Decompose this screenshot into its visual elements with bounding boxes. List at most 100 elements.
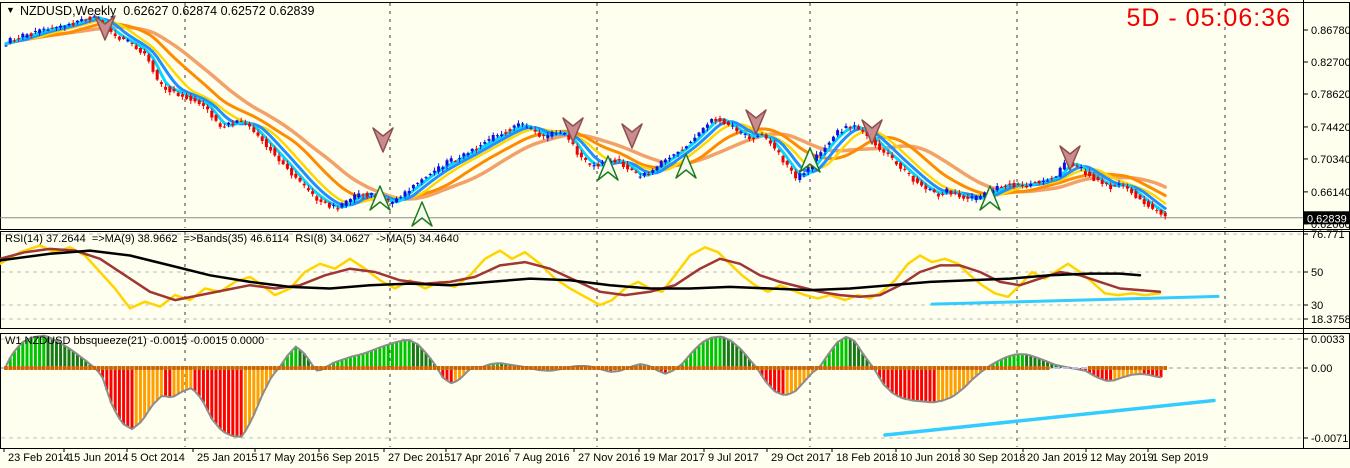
candle-body: [474, 148, 478, 150]
squeeze-histogram-bar: [235, 368, 239, 437]
candle-body: [773, 142, 777, 149]
squeeze-marker-dot: [890, 366, 894, 370]
squeeze-marker-dot: [1003, 366, 1008, 370]
symbol-dropdown-icon[interactable]: ▼: [6, 5, 15, 15]
squeeze-marker-dot: [756, 366, 760, 370]
candle-body: [151, 60, 155, 72]
candle-body: [348, 198, 352, 203]
squeeze-marker-dot: [550, 366, 554, 370]
squeeze-histogram-bar: [239, 368, 243, 437]
candle-body: [164, 86, 168, 90]
squeeze-histogram-bar: [264, 368, 268, 387]
squeeze-histogram-bar: [718, 336, 722, 368]
squeeze-histogram-bar: [218, 368, 222, 429]
squeeze-histogram-bar: [936, 368, 940, 402]
squeeze-histogram-bar: [705, 339, 709, 368]
candle-body: [260, 136, 264, 141]
candle-body: [760, 134, 764, 136]
candle-body: [214, 115, 218, 121]
candle-body: [231, 123, 235, 126]
squeeze-marker-dot: [260, 366, 264, 370]
squeeze-marker-dot: [592, 366, 596, 370]
squeeze-marker-dot: [172, 366, 176, 370]
candle-body: [1125, 186, 1129, 189]
squeeze-marker-dot: [940, 366, 945, 370]
squeeze-marker-dot: [294, 366, 298, 370]
candle-body: [995, 186, 999, 191]
candle-body: [663, 159, 667, 163]
squeeze-marker-dot: [747, 366, 752, 370]
squeeze-marker-dot: [1150, 366, 1155, 370]
squeeze-histogram-bar: [424, 353, 428, 368]
squeeze-marker-dot: [386, 366, 390, 370]
squeeze-marker-dot: [579, 366, 584, 370]
squeeze-histogram-bar: [231, 368, 235, 437]
candle-body: [1029, 183, 1033, 187]
candle-body: [281, 160, 285, 165]
squeeze-marker-dot: [781, 366, 785, 370]
squeeze-histogram-bar: [760, 368, 764, 376]
squeeze-marker-dot: [457, 366, 462, 370]
candle-body: [176, 92, 180, 96]
price-axis-label: 0.82700: [1311, 57, 1350, 69]
candle-body: [1096, 177, 1100, 181]
squeeze-marker-dot: [529, 366, 533, 370]
squeeze-marker-dot: [365, 366, 369, 370]
candle-body: [269, 146, 273, 151]
candle-body: [487, 139, 491, 141]
squeeze-histogram-bar: [903, 368, 907, 399]
candle-body: [710, 119, 714, 123]
candle-body: [353, 194, 357, 200]
squeeze-marker-dot: [924, 366, 928, 370]
squeeze-histogram-bar: [38, 336, 42, 368]
squeeze-histogram-bar: [1121, 368, 1125, 378]
candle-body: [8, 38, 12, 44]
candle-body: [290, 168, 294, 176]
candle-body: [495, 135, 499, 137]
squeeze-marker-dot: [214, 366, 218, 370]
candle-body: [882, 149, 886, 153]
squeeze-marker-dot: [403, 366, 407, 370]
candle-body: [277, 155, 281, 162]
squeeze-marker-dot: [71, 366, 75, 370]
candle-body: [256, 132, 260, 136]
candle-body: [970, 196, 974, 198]
squeeze-marker-dot: [357, 366, 361, 370]
squeeze-marker-dot: [113, 366, 117, 370]
candle-body: [777, 150, 781, 153]
candle-body: [697, 132, 701, 137]
squeeze-histogram-bar: [735, 345, 739, 368]
price-axis-label: 0.70340: [1311, 154, 1350, 166]
squeeze-histogram-bar: [836, 342, 840, 368]
squeeze-marker-dot: [827, 366, 831, 370]
squeeze-histogram-bar: [113, 368, 117, 412]
squeeze-histogram-bar: [336, 361, 340, 368]
squeeze-marker-dot: [495, 366, 500, 370]
squeeze-histogram-bar: [453, 368, 457, 382]
candle-body: [458, 158, 462, 160]
squeeze-histogram-bar: [915, 368, 919, 401]
squeeze-marker-dot: [974, 366, 978, 370]
squeeze-histogram-bar: [17, 346, 21, 368]
date-axis-label: 17 Apr 2016: [450, 452, 509, 464]
squeeze-marker-dot: [239, 366, 243, 370]
candle-body: [911, 176, 915, 182]
squeeze-marker-dot: [1012, 366, 1016, 370]
candle-body: [84, 19, 88, 21]
candle-body: [836, 130, 840, 136]
squeeze-marker-dot: [394, 366, 399, 370]
squeeze-marker-dot: [537, 366, 542, 370]
squeeze-marker-dot: [831, 366, 836, 370]
squeeze-marker-dot: [777, 366, 781, 370]
current-price-text: 0.62839: [1307, 213, 1347, 225]
squeeze-histogram-bar: [886, 368, 890, 389]
squeeze-histogram-bar: [1142, 368, 1146, 375]
squeeze-histogram-bar: [794, 368, 798, 391]
candle-body: [714, 118, 718, 122]
squeeze-histogram-bar: [147, 368, 151, 411]
candle-body: [428, 174, 432, 175]
squeeze-marker-dot: [205, 366, 210, 370]
candle-body: [315, 196, 319, 201]
sell-arrow-icon: [745, 109, 767, 135]
